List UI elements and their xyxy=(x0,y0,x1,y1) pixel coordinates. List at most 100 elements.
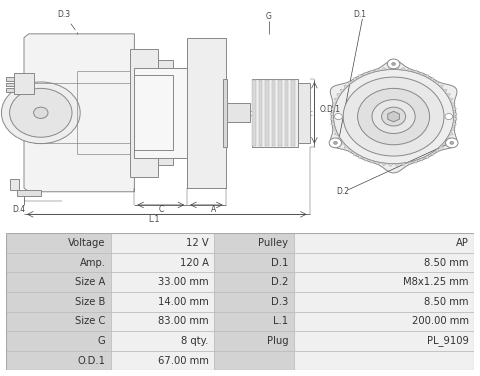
Text: D.1: D.1 xyxy=(353,10,366,19)
Text: D.1: D.1 xyxy=(271,258,288,268)
Bar xyxy=(134,75,173,150)
Polygon shape xyxy=(438,85,443,89)
Polygon shape xyxy=(375,68,381,72)
Bar xyxy=(17,190,41,196)
Bar xyxy=(6,292,111,312)
Polygon shape xyxy=(453,117,457,121)
Text: A: A xyxy=(211,205,216,214)
Circle shape xyxy=(450,141,454,144)
Polygon shape xyxy=(442,89,447,93)
Polygon shape xyxy=(445,136,451,140)
Bar xyxy=(294,351,474,370)
Bar xyxy=(134,68,187,158)
Bar xyxy=(259,80,262,146)
Polygon shape xyxy=(353,152,359,155)
Text: L.1: L.1 xyxy=(148,215,159,224)
Polygon shape xyxy=(336,136,342,140)
Polygon shape xyxy=(412,70,418,74)
Bar xyxy=(173,68,187,158)
Bar xyxy=(214,272,294,292)
Circle shape xyxy=(358,88,430,145)
Polygon shape xyxy=(340,140,345,144)
Bar xyxy=(6,83,14,86)
Polygon shape xyxy=(388,111,399,122)
Text: Size C: Size C xyxy=(75,316,106,326)
Circle shape xyxy=(335,114,342,120)
Polygon shape xyxy=(336,93,342,97)
Polygon shape xyxy=(331,121,335,126)
Polygon shape xyxy=(381,162,387,166)
Polygon shape xyxy=(331,107,335,112)
Polygon shape xyxy=(359,74,364,79)
Text: Plug: Plug xyxy=(266,336,288,346)
Text: 14.00 mm: 14.00 mm xyxy=(158,297,209,307)
Circle shape xyxy=(392,62,396,65)
Text: 8 qty.: 8 qty. xyxy=(181,336,209,346)
Polygon shape xyxy=(344,144,349,148)
Polygon shape xyxy=(330,60,457,173)
Polygon shape xyxy=(434,81,439,85)
Polygon shape xyxy=(412,159,418,163)
Circle shape xyxy=(343,77,444,156)
Polygon shape xyxy=(406,161,412,165)
Polygon shape xyxy=(359,155,364,159)
Bar xyxy=(214,292,294,312)
Polygon shape xyxy=(423,74,429,79)
Polygon shape xyxy=(368,97,378,105)
Polygon shape xyxy=(442,140,447,144)
Bar xyxy=(111,233,214,253)
Circle shape xyxy=(445,138,458,148)
Bar xyxy=(291,80,295,146)
Text: 8.50 mm: 8.50 mm xyxy=(424,297,468,307)
Bar xyxy=(187,38,226,188)
Bar xyxy=(272,80,275,146)
Text: AP: AP xyxy=(456,238,468,248)
Bar xyxy=(6,253,111,272)
Bar xyxy=(214,351,294,370)
Polygon shape xyxy=(348,81,353,85)
Polygon shape xyxy=(348,148,353,152)
Bar xyxy=(6,351,111,370)
Bar xyxy=(111,331,214,351)
Bar xyxy=(298,83,310,143)
Bar xyxy=(111,351,214,370)
Bar xyxy=(111,253,214,272)
Bar xyxy=(294,312,474,331)
Bar xyxy=(278,80,282,146)
Text: 12 V: 12 V xyxy=(186,238,209,248)
Text: D.3: D.3 xyxy=(271,297,288,307)
Text: G: G xyxy=(98,336,106,346)
Polygon shape xyxy=(448,97,453,102)
Polygon shape xyxy=(418,157,423,161)
Polygon shape xyxy=(394,67,400,70)
Bar xyxy=(252,80,255,146)
Text: O.D.1: O.D.1 xyxy=(78,356,106,365)
Text: L.1: L.1 xyxy=(273,316,288,326)
Polygon shape xyxy=(451,126,455,131)
Polygon shape xyxy=(400,67,406,71)
Circle shape xyxy=(329,138,342,148)
Text: 83.00 mm: 83.00 mm xyxy=(158,316,209,326)
Bar xyxy=(265,80,269,146)
Bar xyxy=(111,292,214,312)
Polygon shape xyxy=(384,133,388,144)
Text: 200.00 mm: 200.00 mm xyxy=(412,316,468,326)
Circle shape xyxy=(387,59,400,69)
Polygon shape xyxy=(340,89,345,93)
Polygon shape xyxy=(452,107,456,112)
Polygon shape xyxy=(394,163,400,167)
Polygon shape xyxy=(429,78,434,82)
Polygon shape xyxy=(418,72,423,76)
Text: Amp.: Amp. xyxy=(80,258,106,268)
Bar xyxy=(6,331,111,351)
Bar xyxy=(285,80,288,146)
Bar xyxy=(226,103,250,122)
Polygon shape xyxy=(406,68,412,72)
Polygon shape xyxy=(438,144,443,148)
Polygon shape xyxy=(344,85,349,89)
Polygon shape xyxy=(369,70,375,74)
Bar xyxy=(252,79,298,147)
Bar xyxy=(111,272,214,292)
Circle shape xyxy=(334,141,337,144)
Text: D.4: D.4 xyxy=(12,205,25,214)
